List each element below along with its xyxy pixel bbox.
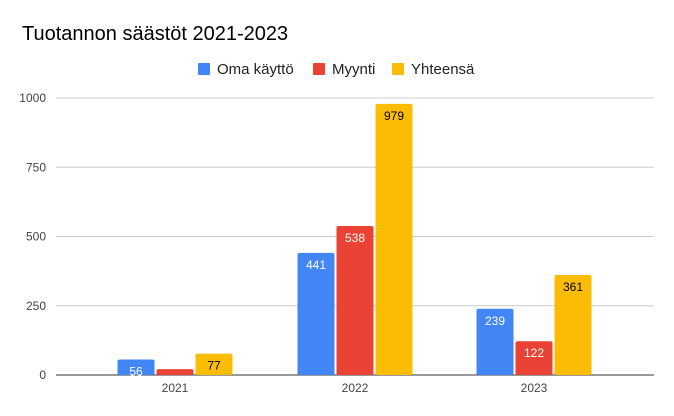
bar-yhteensä-2022	[375, 103, 413, 375]
y-tick-label: 500	[26, 230, 46, 244]
legend: Oma käyttö Myynti Yhteensä	[198, 61, 475, 78]
chart-title: Tuotannon säästöt 2021-2023	[22, 23, 288, 45]
bar-oma-käyttö-2021	[117, 359, 155, 375]
legend-label: Myynti	[332, 61, 375, 78]
y-tick-label: 750	[26, 160, 46, 174]
x-tick-label: 2021	[162, 381, 189, 395]
y-tick-label: 250	[26, 299, 46, 313]
data-label: 56	[129, 364, 143, 378]
y-tick-label: 0	[39, 368, 46, 382]
bars: 56 21 77 441 538 979 239 122 361	[117, 103, 592, 388]
y-axis-ticks: 0 250 500 750 1000	[19, 91, 46, 382]
legend-swatch	[392, 63, 404, 75]
data-label: 239	[485, 314, 505, 328]
data-label: 21	[168, 374, 182, 388]
bar-oma-käyttö-2023	[476, 308, 514, 375]
legend-swatch	[198, 63, 210, 75]
data-label: 77	[207, 359, 221, 373]
data-label: 538	[345, 231, 365, 245]
legend-swatch	[313, 63, 325, 75]
data-label: 122	[524, 346, 544, 360]
bar-myynti-2021	[156, 369, 194, 375]
data-label: 361	[563, 280, 583, 294]
bar-yhteensä-2021	[195, 353, 233, 375]
bar-myynti-2023	[515, 341, 553, 375]
legend-label: Yhteensä	[411, 61, 475, 78]
legend-label: Oma käyttö	[217, 61, 294, 78]
x-axis-ticks: 2021 2022 2023	[162, 381, 548, 395]
bar-myynti-2022	[336, 225, 374, 375]
data-label: 979	[384, 109, 404, 123]
y-tick-label: 1000	[19, 91, 46, 105]
bar-yhteensä-2023	[554, 275, 592, 375]
x-tick-label: 2023	[521, 381, 548, 395]
bar-oma-käyttö-2022	[297, 252, 335, 375]
data-label: 441	[306, 258, 326, 272]
x-tick-label: 2022	[342, 381, 369, 395]
